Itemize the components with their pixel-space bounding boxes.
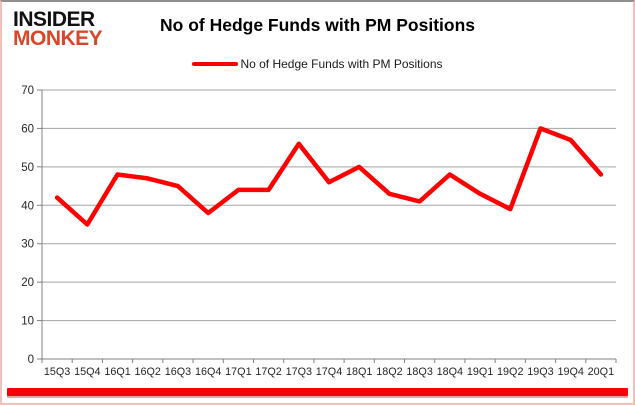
- chart-legend: No of Hedge Funds with PM Positions: [2, 57, 633, 71]
- x-axis-tick-label: 16Q1: [104, 366, 130, 378]
- x-axis-tick-label: 16Q4: [195, 366, 221, 378]
- x-axis-tick-label: 18Q3: [406, 366, 432, 378]
- y-axis-tick-label: 20: [21, 277, 34, 289]
- y-axis-tick-label: 40: [21, 200, 34, 212]
- x-axis-tick-label: 19Q1: [467, 366, 493, 378]
- y-axis-tick-label: 0: [28, 354, 34, 366]
- x-axis-tick-label: 20Q1: [588, 366, 614, 378]
- y-axis-tick-label: 30: [21, 239, 34, 251]
- x-axis-tick-label: 17Q4: [316, 366, 342, 378]
- page-title: No of Hedge Funds with PM Positions: [160, 15, 475, 35]
- x-axis-tick-label: 17Q3: [286, 366, 312, 378]
- logo-line2: MONKEY: [13, 27, 103, 51]
- x-axis-tick-label: 18Q1: [346, 366, 372, 378]
- x-axis-tick-label: 18Q2: [376, 366, 402, 378]
- x-axis-tick-label: 18Q4: [437, 366, 463, 378]
- legend-line-swatch-icon: [192, 62, 239, 66]
- legend-label: No of Hedge Funds with PM Positions: [240, 57, 443, 71]
- series-line: [54, 126, 604, 227]
- y-axis-tick-label: 70: [21, 85, 34, 97]
- logo-line1: INSIDER: [13, 8, 95, 31]
- x-axis-tick-label: 19Q3: [527, 366, 553, 378]
- x-axis-tick-label: 17Q1: [225, 366, 251, 378]
- x-axis-tick-label: 15Q3: [44, 366, 70, 378]
- x-axis-tick-label: 19Q2: [497, 366, 523, 378]
- x-axis-tick-label: 15Q4: [74, 366, 100, 378]
- x-axis-tick-label: 16Q3: [165, 366, 191, 378]
- y-axis-tick-label: 10: [21, 316, 34, 328]
- x-axis-tick-label: 16Q2: [135, 366, 161, 378]
- y-axis-tick-label: 60: [21, 123, 34, 135]
- x-axis-tick-label: 19Q4: [557, 366, 583, 378]
- insider-monkey-logo: INSIDER MONKEY: [13, 8, 103, 51]
- y-axis-tick-label: 50: [21, 162, 34, 174]
- x-axis-tick-label: 17Q2: [255, 366, 281, 378]
- bottom-red-bar: [7, 388, 628, 396]
